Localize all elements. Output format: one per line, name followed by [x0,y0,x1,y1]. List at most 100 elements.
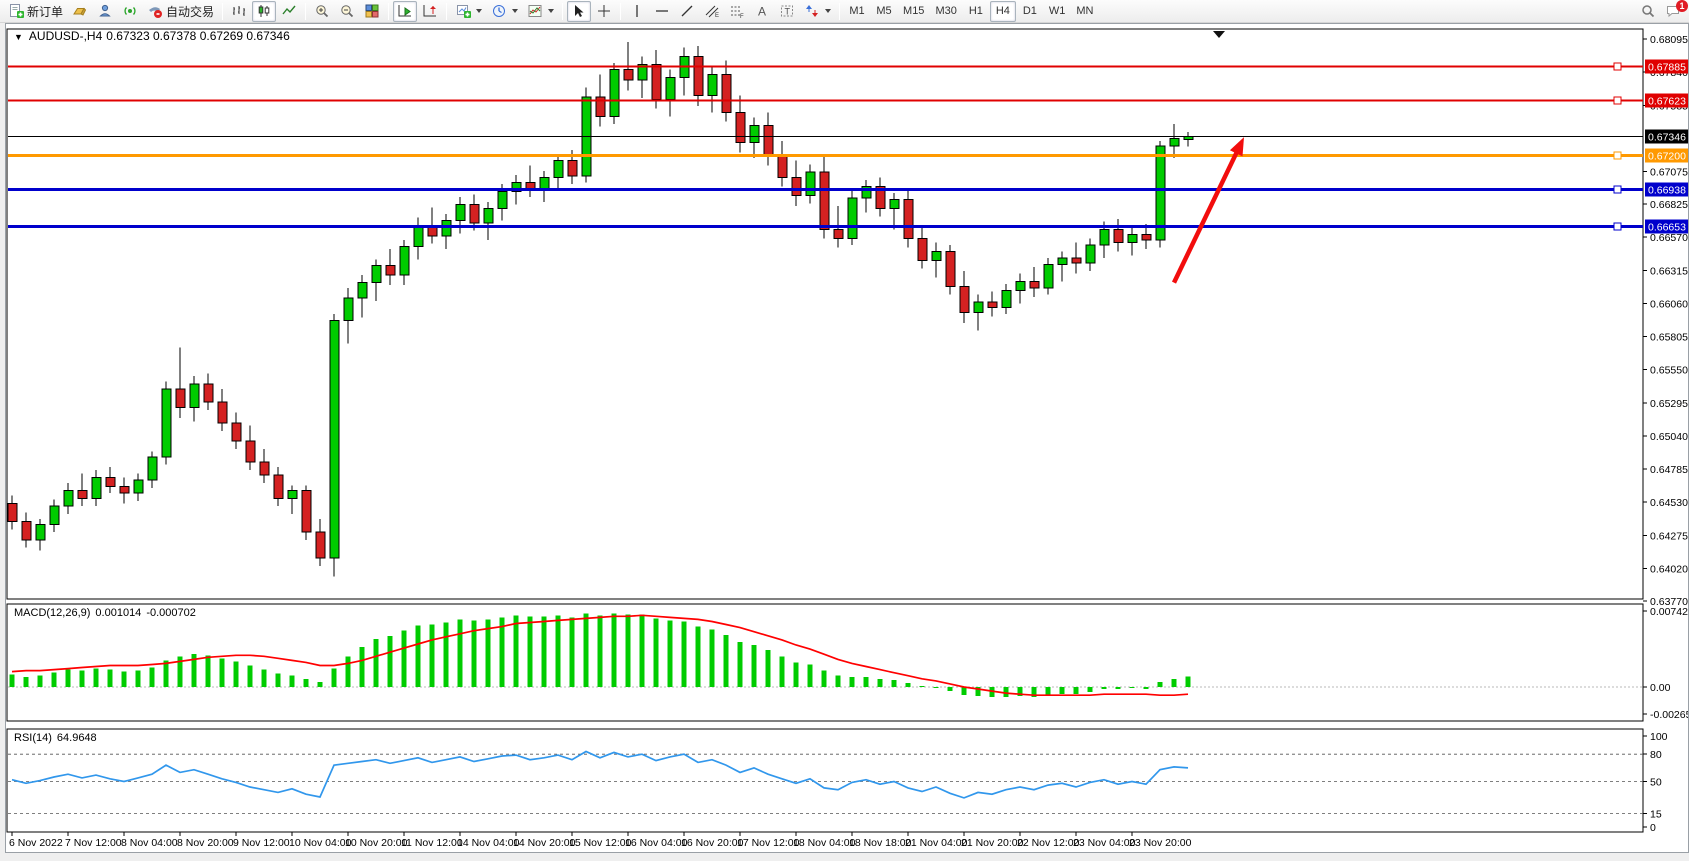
candle-body[interactable] [189,383,200,408]
candle-body[interactable] [553,159,564,178]
notifications-button[interactable]: 1 [1661,0,1688,22]
candle-body[interactable] [539,176,550,190]
line-handle[interactable] [1613,185,1622,194]
candle-body[interactable] [945,250,956,288]
new-order-button[interactable]: 新订单 [4,1,67,22]
candle-body[interactable] [203,383,214,403]
candle-body[interactable] [455,204,466,221]
candle-body[interactable] [623,69,634,81]
navigator-button[interactable] [93,1,117,22]
candle-body[interactable] [861,185,872,199]
candle-body[interactable] [245,440,256,463]
line-handle[interactable] [1613,62,1622,71]
candle-body[interactable] [763,124,774,158]
zoom-in-button[interactable] [310,1,334,22]
candle-body[interactable] [1071,257,1082,264]
candle-body[interactable] [469,204,480,224]
candle-body[interactable] [175,388,186,408]
candle-body[interactable] [973,301,984,314]
candle-body[interactable] [441,219,452,237]
candle-body[interactable] [1141,234,1152,241]
candle-body[interactable] [161,388,172,458]
horizontal-line-button[interactable] [650,1,674,22]
candle-body[interactable] [595,96,606,117]
candle-body[interactable] [7,503,18,523]
candle-body[interactable] [1015,280,1026,291]
candle-body[interactable] [497,191,508,210]
candle-body[interactable] [819,171,830,230]
candle-body[interactable] [833,228,844,239]
candle-body[interactable] [917,237,928,262]
trendline-button[interactable] [675,1,699,22]
candle-body[interactable] [49,505,60,525]
timeframe-m5-button[interactable]: M5 [876,5,892,17]
candle-body[interactable] [609,69,620,117]
price-pane[interactable] [6,28,1644,600]
fibonacci-button[interactable]: F [725,1,749,22]
candle-body[interactable] [1085,244,1096,264]
candle-body[interactable] [847,197,858,239]
candle-body[interactable] [483,208,494,224]
candle-body[interactable] [805,171,816,197]
equidistant-channel-button[interactable]: E [700,1,724,22]
timeframe-d1-button[interactable]: D1 [1022,5,1037,17]
candle-body[interactable] [959,286,970,314]
timeframe-m1-button[interactable]: M1 [849,5,865,17]
timeframe-m30-button[interactable]: M30 [935,5,957,17]
autotrading-button[interactable]: 自动交易 [143,1,218,22]
symbols-button[interactable] [68,1,92,22]
candle-body[interactable] [63,490,74,507]
candle-body[interactable] [301,490,312,533]
candle-body[interactable] [343,297,354,321]
candle-body[interactable] [903,198,914,239]
line-chart-button[interactable] [277,1,301,22]
candle-body[interactable] [1155,145,1166,241]
candle-body[interactable] [665,76,676,100]
auto-scroll-button[interactable] [393,0,418,22]
candle-body[interactable] [791,176,802,197]
candle-body[interactable] [35,523,46,541]
macd-pane[interactable] [6,603,1644,722]
search-button[interactable] [1636,1,1660,22]
candle-body[interactable] [1127,234,1138,243]
timeframe-w1-button[interactable]: W1 [1048,5,1066,17]
candle-body[interactable] [567,159,578,177]
trend-arrow[interactable] [1171,146,1241,284]
candle-body[interactable] [777,156,788,178]
candle-body[interactable] [315,531,326,559]
candle-body[interactable] [105,477,116,488]
shapes-button[interactable] [800,1,835,22]
rsi-pane[interactable] [6,728,1644,833]
candle-body[interactable] [1029,280,1040,289]
candle-body[interactable] [1113,228,1124,243]
candlestick-chart-button[interactable] [252,0,277,22]
timeframe-h4-button[interactable]: H4 [989,0,1016,22]
candle-body[interactable] [371,265,382,284]
periods-button[interactable] [487,1,522,22]
candle-body[interactable] [735,111,746,143]
candle-body[interactable] [21,521,32,541]
line-handle[interactable] [1613,222,1622,231]
candle-body[interactable] [889,198,900,210]
candle-body[interactable] [931,250,942,262]
indicator-list-button[interactable] [523,1,558,22]
candle-body[interactable] [987,301,998,308]
bar-chart-button[interactable] [227,1,251,22]
candle-body[interactable] [707,74,718,97]
timeframe-m15-button[interactable]: M15 [903,5,925,17]
candle-body[interactable] [1057,257,1068,265]
candle-body[interactable] [1099,228,1110,246]
candle-body[interactable] [231,422,242,442]
zoom-out-button[interactable] [335,1,359,22]
candle-body[interactable] [329,319,340,559]
candle-body[interactable] [217,401,228,424]
candle-body[interactable] [273,474,284,499]
collapse-icon[interactable]: ▼ [14,32,23,42]
candle-body[interactable] [259,461,270,476]
candle-body[interactable] [385,265,396,276]
line-handle[interactable] [1613,96,1622,105]
chart-window[interactable]: ▼ AUDUSD-,H4 0.67323 0.67378 0.67269 0.673… [5,23,1689,853]
candle-body[interactable] [399,245,410,276]
chart-shift-button[interactable] [418,1,442,22]
candle-body[interactable] [749,124,760,143]
